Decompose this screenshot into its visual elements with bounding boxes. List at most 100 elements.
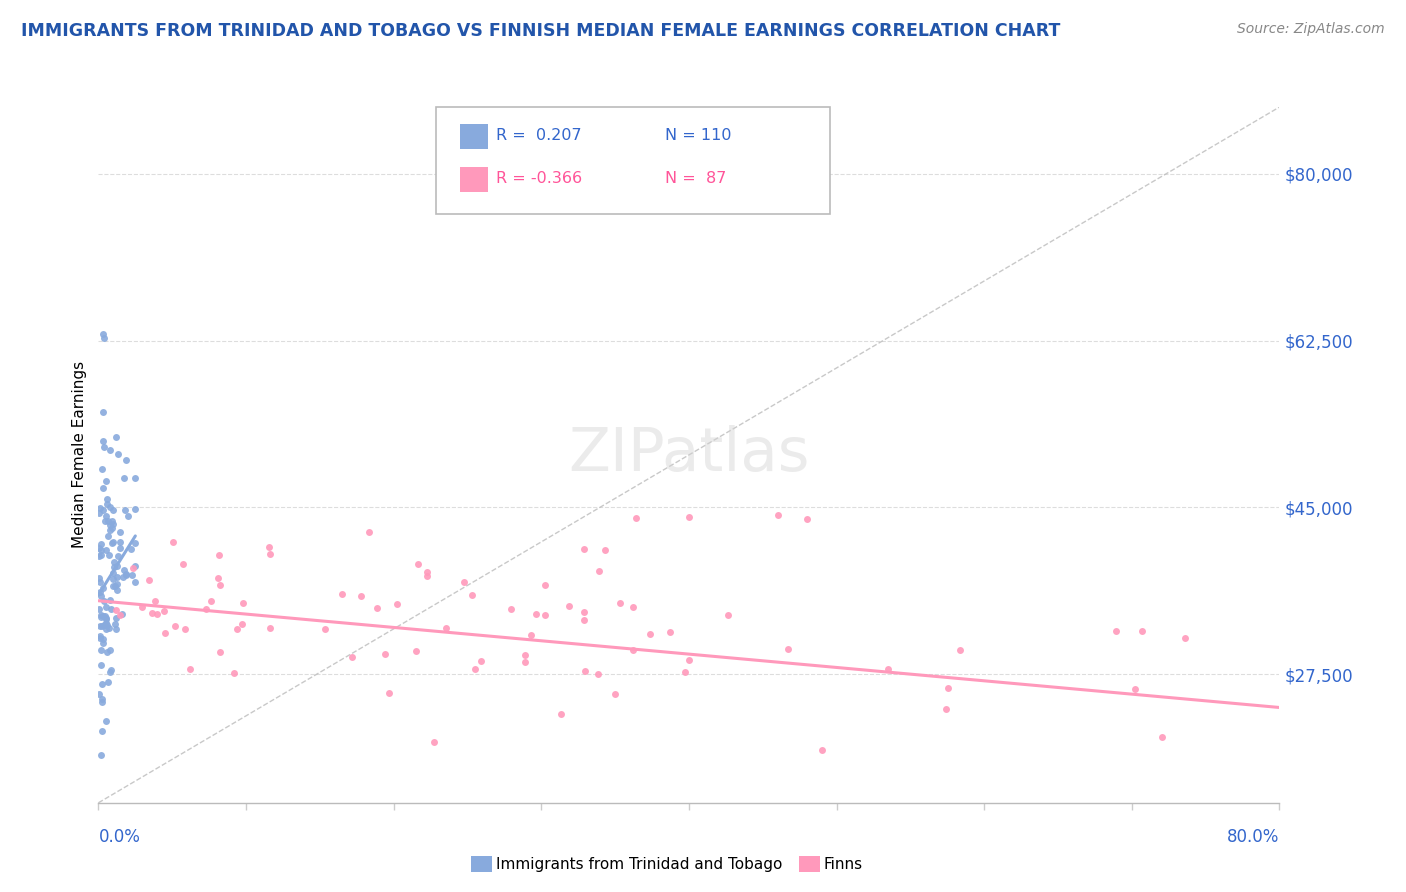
Point bbox=[89, 501, 111, 516]
Point bbox=[94, 611, 117, 625]
Text: 80.0%: 80.0% bbox=[1227, 828, 1279, 846]
Point bbox=[91, 405, 114, 419]
Point bbox=[100, 602, 122, 616]
Point bbox=[605, 687, 627, 701]
Point bbox=[89, 585, 111, 599]
Point bbox=[811, 743, 834, 757]
Point bbox=[405, 644, 427, 658]
Point bbox=[574, 605, 596, 619]
Point bbox=[89, 602, 111, 616]
Point bbox=[173, 622, 195, 636]
Point bbox=[259, 547, 281, 561]
Point bbox=[89, 687, 111, 701]
Point bbox=[96, 645, 118, 659]
Text: Finns: Finns bbox=[824, 857, 863, 871]
Point bbox=[416, 568, 439, 582]
Point bbox=[97, 529, 120, 543]
Point bbox=[121, 541, 143, 556]
Point bbox=[623, 643, 645, 657]
Point bbox=[124, 575, 146, 590]
Point bbox=[385, 597, 408, 611]
Point bbox=[96, 599, 118, 614]
Text: N =  87: N = 87 bbox=[665, 171, 727, 186]
Point bbox=[513, 648, 536, 662]
Point bbox=[89, 574, 111, 589]
Point bbox=[717, 608, 740, 623]
Point bbox=[104, 617, 127, 632]
Point bbox=[257, 541, 280, 555]
Point bbox=[104, 579, 127, 593]
Point bbox=[207, 548, 229, 562]
Point bbox=[105, 582, 128, 597]
Point bbox=[194, 601, 217, 615]
Point bbox=[105, 576, 128, 591]
Point bbox=[359, 524, 381, 539]
Point bbox=[200, 594, 222, 608]
Point bbox=[96, 491, 118, 506]
Point bbox=[172, 558, 194, 572]
Point bbox=[101, 517, 124, 532]
Point bbox=[90, 589, 112, 603]
Point bbox=[94, 514, 117, 528]
Point bbox=[558, 599, 581, 613]
Point bbox=[513, 655, 536, 669]
Point bbox=[209, 578, 232, 592]
Point bbox=[96, 509, 118, 524]
Point bbox=[93, 440, 115, 454]
Point bbox=[93, 618, 115, 632]
Point bbox=[936, 681, 959, 695]
Point bbox=[464, 662, 486, 676]
Point bbox=[453, 575, 475, 590]
Point bbox=[534, 578, 557, 592]
Point bbox=[224, 665, 246, 680]
Point bbox=[1152, 731, 1174, 745]
Point bbox=[89, 610, 111, 624]
Point bbox=[96, 611, 118, 625]
Point bbox=[94, 474, 117, 488]
Point bbox=[1123, 682, 1146, 697]
Point bbox=[90, 748, 112, 763]
Point bbox=[209, 645, 232, 659]
Point bbox=[374, 647, 396, 661]
Point bbox=[124, 536, 146, 550]
Point bbox=[115, 566, 138, 581]
Point bbox=[89, 506, 111, 520]
Point bbox=[103, 555, 125, 569]
Text: 0.0%: 0.0% bbox=[98, 828, 141, 846]
Point bbox=[366, 601, 388, 615]
Point bbox=[91, 581, 114, 595]
Point bbox=[100, 521, 122, 535]
Point bbox=[94, 542, 117, 557]
Point bbox=[96, 618, 118, 632]
Point bbox=[877, 662, 900, 676]
Point bbox=[112, 570, 135, 584]
Point bbox=[110, 535, 132, 549]
Point bbox=[98, 523, 121, 537]
Point bbox=[766, 508, 789, 522]
Point bbox=[90, 657, 112, 672]
Point bbox=[935, 702, 957, 716]
Point bbox=[100, 518, 122, 533]
Point bbox=[108, 525, 131, 540]
Text: IMMIGRANTS FROM TRINIDAD AND TOBAGO VS FINNISH MEDIAN FEMALE EARNINGS CORRELATIO: IMMIGRANTS FROM TRINIDAD AND TOBAGO VS F… bbox=[21, 22, 1060, 40]
Point bbox=[94, 714, 117, 728]
Point bbox=[89, 629, 111, 643]
Point bbox=[98, 665, 121, 680]
Point bbox=[105, 603, 128, 617]
Point bbox=[90, 462, 112, 476]
Point bbox=[105, 622, 128, 636]
Point bbox=[121, 568, 143, 582]
Point bbox=[778, 642, 800, 657]
Point bbox=[105, 430, 128, 444]
Point bbox=[98, 621, 121, 635]
Text: R = -0.366: R = -0.366 bbox=[496, 171, 582, 186]
Point bbox=[91, 326, 114, 341]
Point bbox=[90, 724, 112, 739]
Point bbox=[93, 503, 115, 517]
Point bbox=[124, 471, 146, 485]
Point bbox=[91, 677, 114, 691]
Point bbox=[90, 607, 112, 622]
Point bbox=[501, 601, 523, 615]
Text: R =  0.207: R = 0.207 bbox=[496, 128, 582, 143]
Point bbox=[332, 587, 354, 601]
